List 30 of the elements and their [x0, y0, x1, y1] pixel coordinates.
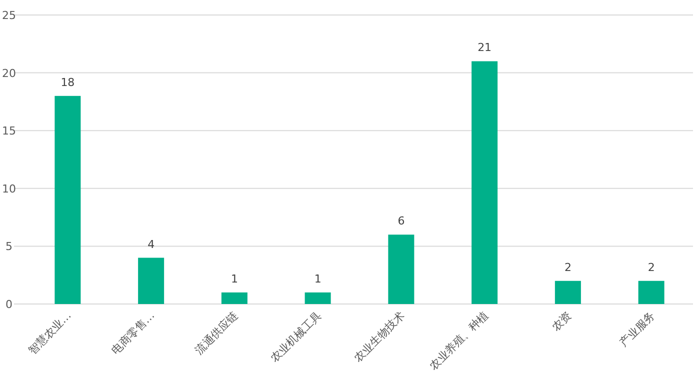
y-tick-label: 10 — [2, 182, 16, 196]
y-tick-label: 5 — [6, 240, 12, 254]
x-tick-label: 产业服务 — [617, 308, 658, 350]
bar — [472, 61, 498, 304]
x-tick-label: 智慧农业… — [26, 308, 74, 358]
y-tick-label: 15 — [2, 124, 16, 138]
x-tick-label: 电商零售… — [109, 308, 158, 358]
bar — [388, 234, 414, 304]
x-tick-label: 农业机械工具 — [268, 308, 324, 365]
data-label: 21 — [478, 41, 492, 54]
bar — [304, 292, 331, 304]
y-tick-label: 20 — [2, 66, 16, 80]
y-tick-label: 25 — [2, 9, 16, 22]
x-tick-label: 农业生物技术 — [351, 308, 408, 365]
bar — [54, 96, 81, 304]
bar — [221, 292, 248, 304]
y-tick-label: 0 — [6, 298, 12, 311]
data-label: 6 — [398, 214, 405, 228]
data-label: 1 — [230, 272, 238, 286]
bar — [554, 280, 581, 304]
x-tick-label: 农业养殖、种植 — [427, 308, 491, 373]
data-label: 18 — [60, 76, 75, 89]
data-label: 1 — [314, 272, 322, 286]
x-tick-label: 流通供应链 — [192, 308, 241, 358]
data-label: 4 — [148, 238, 155, 251]
data-label: 2 — [648, 260, 655, 274]
bar — [638, 280, 664, 304]
bar — [138, 258, 164, 304]
data-label: 2 — [564, 260, 572, 274]
x-tick-label: 农资 — [549, 308, 574, 334]
